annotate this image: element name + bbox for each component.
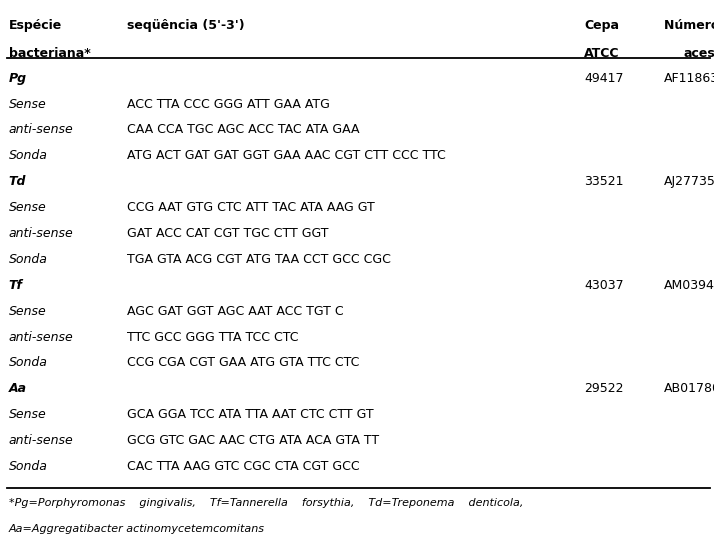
Text: 29522: 29522: [584, 382, 623, 396]
Text: anti-sense: anti-sense: [9, 123, 74, 137]
Text: *Pg=Porphyromonas    gingivalis,    Tf=Tannerella    forsythia,    Td=Treponema : *Pg=Porphyromonas gingivalis, Tf=Tannere…: [9, 498, 523, 507]
Text: TTC GCC GGG TTA TCC CTC: TTC GCC GGG TTA TCC CTC: [127, 331, 298, 344]
Text: AB017807: AB017807: [664, 382, 714, 396]
Text: CCG CGA CGT GAA ATG GTA TTC CTC: CCG CGA CGT GAA ATG GTA TTC CTC: [127, 356, 359, 370]
Text: CCG AAT GTG CTC ATT TAC ATA AAG GT: CCG AAT GTG CTC ATT TAC ATA AAG GT: [127, 201, 375, 214]
Text: Sonda: Sonda: [9, 356, 47, 370]
Text: Sense: Sense: [9, 98, 46, 111]
Text: TGA GTA ACG CGT ATG TAA CCT GCC CGC: TGA GTA ACG CGT ATG TAA CCT GCC CGC: [127, 253, 391, 266]
Text: Aa=Aggregatibacter actinomycetemcomitans: Aa=Aggregatibacter actinomycetemcomitans: [9, 524, 265, 534]
Text: bacteriana*: bacteriana*: [9, 47, 90, 60]
Text: Cepa: Cepa: [584, 19, 619, 33]
Text: Pg: Pg: [9, 72, 26, 85]
Text: CAA CCA TGC AGC ACC TAC ATA GAA: CAA CCA TGC AGC ACC TAC ATA GAA: [127, 123, 360, 137]
Text: GCG GTC GAC AAC CTG ATA ACA GTA TT: GCG GTC GAC AAC CTG ATA ACA GTA TT: [127, 434, 379, 447]
Text: Número de: Número de: [664, 19, 714, 33]
Text: Espécie: Espécie: [9, 19, 62, 33]
Text: AM039448: AM039448: [664, 279, 714, 292]
Text: anti-sense: anti-sense: [9, 331, 74, 344]
Text: Sonda: Sonda: [9, 253, 47, 266]
Text: anti-sense: anti-sense: [9, 227, 74, 240]
Text: Td: Td: [9, 175, 26, 188]
Text: Aa: Aa: [9, 382, 26, 396]
Text: ATG ACT GAT GAT GGT GAA AAC CGT CTT CCC TTC: ATG ACT GAT GAT GGT GAA AAC CGT CTT CCC …: [127, 149, 446, 163]
Text: Sense: Sense: [9, 305, 46, 318]
Text: Sense: Sense: [9, 408, 46, 422]
Text: AF118634: AF118634: [664, 72, 714, 85]
Text: GCA GGA TCC ATA TTA AAT CTC CTT GT: GCA GGA TCC ATA TTA AAT CTC CTT GT: [127, 408, 373, 422]
Text: ACC TTA CCC GGG ATT GAA ATG: ACC TTA CCC GGG ATT GAA ATG: [127, 98, 330, 111]
Text: Sonda: Sonda: [9, 460, 47, 473]
Text: 49417: 49417: [584, 72, 623, 85]
Text: Sonda: Sonda: [9, 149, 47, 163]
Text: 33521: 33521: [584, 175, 623, 188]
Text: acesso: acesso: [683, 47, 714, 60]
Text: seqüência (5'-3'): seqüência (5'-3'): [127, 19, 245, 33]
Text: AJ277354: AJ277354: [664, 175, 714, 188]
Text: AGC GAT GGT AGC AAT ACC TGT C: AGC GAT GGT AGC AAT ACC TGT C: [127, 305, 343, 318]
Text: ATCC: ATCC: [584, 47, 620, 60]
Text: anti-sense: anti-sense: [9, 434, 74, 447]
Text: Tf: Tf: [9, 279, 23, 292]
Text: Sense: Sense: [9, 201, 46, 214]
Text: 43037: 43037: [584, 279, 623, 292]
Text: GAT ACC CAT CGT TGC CTT GGT: GAT ACC CAT CGT TGC CTT GGT: [127, 227, 328, 240]
Text: CAC TTA AAG GTC CGC CTA CGT GCC: CAC TTA AAG GTC CGC CTA CGT GCC: [127, 460, 360, 473]
